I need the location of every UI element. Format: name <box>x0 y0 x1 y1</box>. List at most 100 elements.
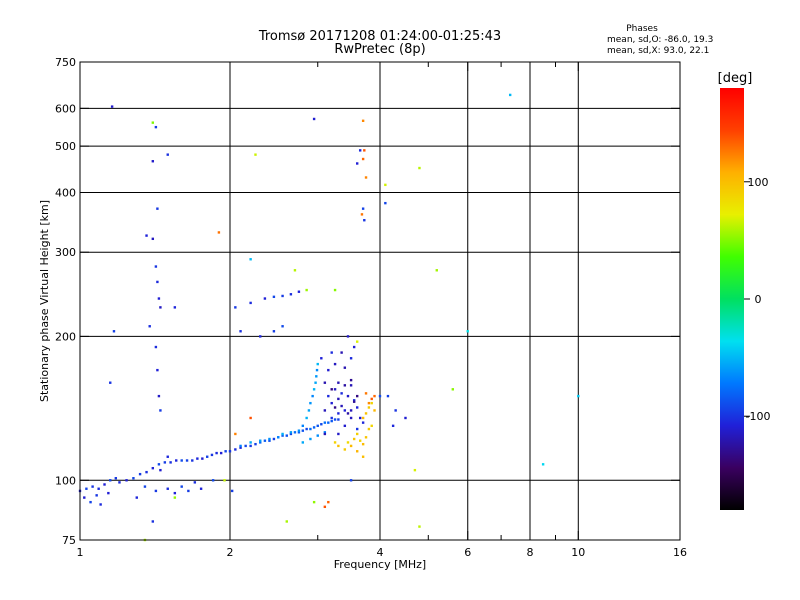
data-point <box>370 401 373 405</box>
data-point <box>281 432 284 436</box>
data-point <box>358 149 362 152</box>
data-point <box>337 444 340 448</box>
data-point <box>327 394 330 398</box>
data-point <box>91 485 94 488</box>
data-point <box>297 290 301 293</box>
data-point <box>358 439 362 442</box>
data-point <box>103 483 106 486</box>
data-point <box>349 479 353 482</box>
data-point <box>151 237 155 241</box>
data-point <box>323 432 327 436</box>
data-point <box>301 424 305 428</box>
data-point <box>157 394 161 398</box>
data-point <box>320 423 323 426</box>
data-point <box>333 441 337 444</box>
data-point <box>508 93 512 97</box>
data-point <box>156 280 159 284</box>
data-point <box>166 153 169 156</box>
data-point <box>330 401 333 405</box>
data-point <box>293 269 297 272</box>
data-point <box>349 384 353 387</box>
data-point <box>349 416 353 420</box>
data-point <box>99 503 102 506</box>
data-point <box>110 105 114 108</box>
data-point <box>364 436 368 439</box>
data-point <box>327 421 330 424</box>
data-point <box>466 330 469 333</box>
data-point <box>349 357 353 360</box>
data-point <box>166 455 169 458</box>
data-point <box>355 394 359 398</box>
data-point <box>451 388 455 391</box>
chart-title: Tromsø 20171208 01:24:00-01:25:43 <box>258 29 501 44</box>
data-point <box>259 439 262 442</box>
data-point <box>272 437 276 441</box>
data-point <box>352 400 356 403</box>
data-point <box>169 461 172 464</box>
data-point <box>404 416 407 420</box>
data-point <box>249 416 252 420</box>
data-point <box>135 496 138 499</box>
data-point <box>413 468 417 472</box>
data-point <box>333 406 337 409</box>
data-point <box>418 166 421 170</box>
data-point <box>384 201 387 205</box>
data-point <box>346 412 350 415</box>
data-point <box>107 491 110 495</box>
data-point <box>254 442 257 446</box>
data-point <box>384 183 387 187</box>
data-point <box>175 459 178 462</box>
data-point <box>370 424 373 428</box>
data-point <box>145 470 148 474</box>
data-point <box>263 297 267 300</box>
data-point <box>211 479 215 482</box>
y-tick-label: 300 <box>55 246 76 259</box>
data-point <box>349 444 353 448</box>
data-point <box>285 520 288 523</box>
data-point <box>355 432 359 436</box>
data-point <box>378 394 382 398</box>
data-point <box>281 325 284 328</box>
data-point <box>159 468 162 472</box>
data-point <box>151 466 155 470</box>
x-axis-label: Frequency [MHz] <box>334 558 426 571</box>
data-point <box>249 441 252 444</box>
data-point <box>343 424 347 428</box>
data-point <box>281 294 284 298</box>
data-point <box>83 496 86 499</box>
data-point <box>156 207 159 210</box>
data-point <box>340 392 343 395</box>
data-point <box>330 419 333 423</box>
data-point <box>360 213 364 216</box>
data-point <box>367 406 371 409</box>
data-point <box>263 439 267 442</box>
data-point <box>281 434 284 437</box>
data-point <box>373 409 376 412</box>
data-point <box>239 446 242 449</box>
data-point <box>367 427 371 431</box>
data-point <box>234 432 237 436</box>
data-point <box>145 234 148 237</box>
data-point <box>259 441 262 444</box>
data-point <box>323 431 327 434</box>
data-point <box>394 409 397 412</box>
data-point <box>239 330 242 333</box>
data-point <box>249 444 252 448</box>
data-point <box>154 345 158 349</box>
data-point <box>148 325 151 328</box>
data-point <box>132 477 135 480</box>
data-point <box>187 489 190 493</box>
data-point <box>330 351 333 354</box>
data-point <box>272 295 276 299</box>
data-point <box>268 439 271 442</box>
data-point <box>316 424 319 428</box>
chart-subtitle: RwPretec (8p) <box>334 42 425 57</box>
data-point <box>239 444 242 448</box>
data-point <box>289 432 293 436</box>
data-point <box>343 366 347 369</box>
data-point <box>159 306 162 309</box>
colorbar-tick-label: 0 <box>755 293 762 306</box>
data-point <box>370 397 373 401</box>
data-point <box>323 505 327 509</box>
